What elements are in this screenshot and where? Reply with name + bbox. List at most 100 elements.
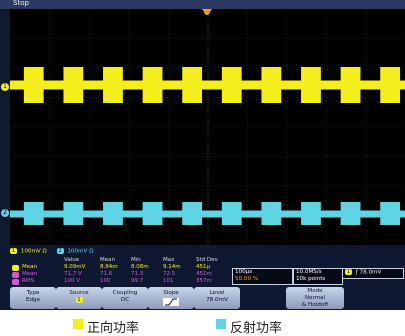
row3-max: 101: [163, 278, 174, 284]
ch2-waveform: [10, 202, 405, 225]
forward-power-label: 正向功率: [87, 321, 140, 336]
source-channel-chip: 1: [75, 297, 83, 303]
row3-std: 357m: [196, 278, 212, 284]
ch2-ground-marker[interactable]: 2: [1, 209, 9, 217]
figure-legend: 正向功率 反射功率: [0, 310, 405, 336]
waveform-svg: [10, 8, 405, 245]
ch2-burst: [142, 202, 163, 225]
reflected-power-label: 反射功率: [230, 321, 283, 336]
ch2-burst: [182, 202, 203, 225]
oscilloscope-display: Stop 1 2 1 100mV Ω 2 100mV Ω Value: [0, 0, 405, 310]
type-value: Edge: [25, 297, 41, 303]
graticule: [10, 9, 405, 245]
mode-extra: & Holdoff: [301, 302, 329, 308]
horizontal-scale: 100μs: [235, 269, 253, 275]
ch2-burst: [340, 202, 361, 225]
row1-value: 9.09mV: [64, 264, 86, 270]
ch2-scale: 100mV: [67, 248, 88, 255]
ch2-burst: [221, 202, 242, 225]
col-max: Max: [163, 257, 175, 263]
ch1-coupling: Ω: [42, 248, 47, 255]
ch1-badge[interactable]: 1: [10, 248, 17, 254]
timebase-readout[interactable]: 100μs 50.00 %: [232, 268, 293, 285]
coupling-softkey[interactable]: Coupling DC: [102, 287, 148, 309]
level-value: 78.0mV: [206, 297, 228, 303]
ch2-burst: [380, 202, 401, 225]
row1-std: 451μ: [196, 264, 210, 270]
row2-value: 71.7 V: [64, 271, 82, 277]
row1-max: 9.14m: [163, 264, 181, 270]
row2-channel-chip: [12, 272, 19, 278]
ch1-burst: [380, 67, 401, 103]
status-bar: Stop: [0, 0, 405, 9]
ch2-burst: [261, 202, 282, 225]
ch2-baseline-band: [10, 210, 405, 218]
col-value: Value: [64, 257, 80, 263]
ch1-burst: [340, 67, 361, 103]
row1-channel-chip: [12, 265, 19, 271]
acquisition-readout[interactable]: 10.0MS/s 10k points: [293, 268, 343, 285]
slope-softkey[interactable]: Slope: [148, 287, 194, 309]
ch2-burst: [103, 202, 123, 225]
col-std: Std Dev: [196, 257, 218, 263]
row2-max: 72.5: [163, 271, 176, 277]
slope-label: Slope: [163, 290, 179, 296]
ch1-waveform: [10, 67, 405, 103]
ch1-burst: [63, 67, 84, 103]
trigger-readout[interactable]: 1 ƒ 78.0mV: [342, 268, 404, 279]
source-label: Source: [69, 290, 89, 296]
coupling-value: DC: [120, 297, 130, 303]
row3-min: 99.7: [131, 278, 144, 284]
ch2-coupling: Ω: [89, 248, 94, 255]
trigger-source-chip: 1: [345, 269, 352, 275]
ch1-ground-marker[interactable]: 1: [1, 83, 9, 91]
row3-channel-chip: [12, 279, 19, 285]
ch2-badge[interactable]: 2: [56, 248, 64, 254]
ch1-burst: [142, 67, 163, 103]
waveform-area: [10, 8, 405, 245]
trigger-position-marker[interactable]: [201, 8, 213, 15]
softkey-spacer: [240, 287, 280, 309]
mode-value: Normal: [304, 295, 326, 301]
coupling-label: Coupling: [112, 290, 138, 296]
mode-label: Mode: [307, 288, 323, 294]
ch1-scale: 100mV: [20, 248, 41, 255]
reflected-power-swatch: [216, 319, 226, 329]
acquisition-state: Stop: [13, 0, 29, 7]
ch1-burst: [23, 67, 44, 103]
ch2-burst: [301, 202, 321, 225]
type-softkey[interactable]: Type Edge: [10, 287, 56, 309]
row2-name: Mean: [22, 271, 37, 277]
ch1-burst: [301, 67, 321, 103]
row2-mean: 71.6: [100, 271, 113, 277]
row1-mean: 8.84m: [100, 264, 118, 270]
row3-name: RMS: [22, 278, 35, 284]
channel-scale-bar: 1 100mV Ω 2 100mV Ω: [10, 248, 93, 255]
record-length: 10k points: [296, 276, 326, 282]
col-mean: Mean: [100, 257, 115, 263]
col-min: Min: [131, 257, 141, 263]
row1-name: Mean: [22, 264, 37, 270]
mode-softkey[interactable]: Mode Normal & Holdoff: [286, 287, 344, 309]
level-softkey[interactable]: Level 78.0mV: [194, 287, 240, 309]
ch1-burst: [182, 67, 203, 103]
horizontal-delay: 50.00 %: [235, 276, 259, 282]
ch1-burst: [221, 67, 242, 103]
source-softkey[interactable]: Source 1: [56, 287, 102, 309]
ch1-burst: [261, 67, 282, 103]
ch2-burst: [23, 202, 44, 225]
ch1-baseline-band: [10, 80, 405, 90]
ch1-burst: [103, 67, 123, 103]
row3-value: 100 V: [64, 278, 81, 284]
level-label: Level: [209, 290, 225, 296]
forward-power-swatch: [73, 319, 83, 329]
row2-std: 451m: [196, 271, 212, 277]
row2-min: 71.3: [131, 271, 144, 277]
trigger-slope-glyph: ƒ: [355, 269, 358, 276]
ch2-burst: [63, 202, 84, 225]
type-label: Type: [26, 290, 40, 296]
rising-slope-icon: [163, 298, 179, 306]
sample-rate: 10.0MS/s: [296, 269, 322, 275]
row1-min: 8.08m: [131, 264, 149, 270]
source-value: 1: [56, 297, 102, 305]
